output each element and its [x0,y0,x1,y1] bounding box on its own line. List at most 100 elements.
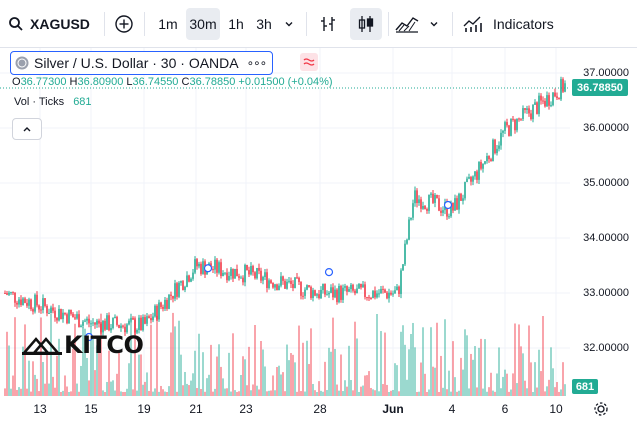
volume-bar [246,385,248,396]
volume-bar [436,322,438,396]
candle-body [26,302,28,306]
chart-type-button[interactable] [392,8,422,40]
volume-bar [26,388,28,396]
candle-body [348,289,350,292]
candle-body [28,299,30,306]
volume-bar [72,348,74,396]
candle-body [512,118,514,120]
chevron-up-icon [23,127,31,132]
symbol-search[interactable]: XAGUSD [8,8,98,40]
volume-bar [16,389,18,396]
time-tick: Jun [382,402,404,416]
candle-body [394,290,396,294]
volume-bar [360,386,362,396]
candle-body [74,317,76,319]
volume-bar [106,381,108,396]
volume-bar [68,391,70,396]
price-chart[interactable] [0,48,637,419]
candle-body [278,285,280,291]
flag-button[interactable] [300,53,318,71]
bar-replay-button[interactable] [314,8,342,40]
candle-body [88,318,90,324]
interval-30m[interactable]: 30m [186,8,220,40]
collapse-legend-button[interactable] [12,118,42,140]
volume-bar [218,344,220,396]
indicators-button[interactable]: Indicators [462,8,562,40]
volume-bar [60,391,62,396]
volume-bar [86,357,88,396]
candle-body [498,145,500,149]
volume-bar [136,390,138,396]
interval-3h[interactable]: 3h [256,16,272,32]
candle-body [158,302,160,320]
volume-bar [80,365,82,396]
volume-bar [390,390,392,396]
candles-style-button[interactable] [350,8,382,40]
candle-body [152,316,154,321]
candle-body [228,275,230,281]
volume-bar [290,353,292,396]
volume-bar [556,382,558,396]
candle-body [502,130,504,133]
interval-1h[interactable]: 1h [228,16,244,32]
chart-type-dropdown[interactable] [424,8,444,40]
volume-bar [558,391,560,396]
symbol-legend[interactable]: Silver / U.S. Dollar · 30 · OANDA ∘∘∘ [10,51,274,75]
candle-body [156,305,158,320]
candle-body [238,276,240,278]
volume-bar [308,364,310,396]
volume-bar [428,389,430,396]
candle-body [174,283,176,299]
volume-bar [44,383,46,396]
volume-bar [262,349,264,396]
volume-bar [182,385,184,396]
candle-body [4,293,6,294]
candle-body [34,294,36,312]
price-tick: 35.00000 [583,177,629,189]
interval-1m[interactable]: 1m [158,16,178,32]
volume-bar [216,356,218,396]
volume-bar [486,391,488,396]
candle-body [474,171,476,177]
volume-bar [476,387,478,396]
interval-dropdown[interactable] [279,8,299,40]
candle-body [420,199,422,209]
candle-body [464,182,466,199]
volume-bar [512,373,514,396]
candle-body [252,266,254,273]
settings-button[interactable] [593,401,609,422]
volume-bar [8,345,10,396]
volume-bar [174,326,176,396]
candle-body [454,198,456,211]
candle-body [284,280,286,289]
high-label: H [69,76,78,88]
candle-body [412,203,414,218]
volume-bar [376,314,378,396]
candle-body [82,321,84,326]
candle-body [20,299,22,305]
candle-body [550,105,552,107]
volume-bar [338,390,340,396]
candle-body [466,178,468,183]
volume-bar [548,379,550,396]
event-marker [443,200,453,210]
candle-body [428,194,430,211]
indicators-icon [463,16,482,32]
candle-body [476,171,478,180]
candle-body [562,79,564,92]
volume-bar [148,390,150,396]
volume-bar [510,389,512,396]
volume-bar [116,373,118,396]
candle-body [386,292,388,299]
more-icon[interactable]: ∘∘∘ [246,56,268,70]
compare-button[interactable] [110,8,138,40]
volume-bar [10,388,12,396]
candle-body [254,272,256,279]
candle-body [216,259,218,273]
indicators-label: Indicators [493,16,554,32]
volume-bar [162,389,164,396]
candle-body [422,206,424,209]
volume-bar [362,385,364,396]
candle-body [168,294,170,309]
candle-body [366,297,368,299]
